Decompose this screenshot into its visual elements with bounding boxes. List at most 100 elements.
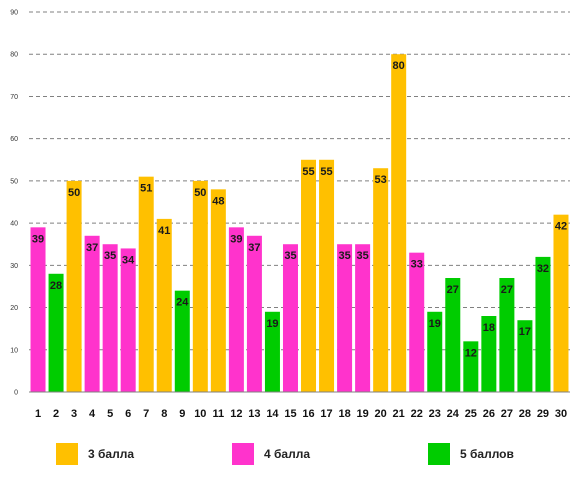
bar (210, 189, 226, 392)
data-label: 35 (356, 250, 368, 262)
x-tick-label: 13 (248, 408, 260, 420)
bars (30, 54, 569, 392)
bar (409, 252, 425, 392)
data-label: 55 (302, 166, 314, 178)
legend-swatch-5 (428, 443, 450, 465)
x-tick-label: 3 (71, 408, 77, 420)
data-label: 37 (248, 242, 260, 254)
bar (301, 159, 317, 392)
bar (427, 311, 443, 392)
data-label: 32 (537, 263, 549, 275)
x-tick-label: 9 (179, 408, 185, 420)
y-tick-label: 70 (10, 94, 18, 101)
y-tick-label: 40 (10, 221, 18, 228)
bar (264, 311, 280, 392)
x-tick-label: 25 (465, 408, 477, 420)
data-label: 35 (284, 250, 296, 262)
bar (192, 180, 208, 392)
bar (174, 290, 190, 392)
x-tick-label: 30 (555, 408, 567, 420)
data-label: 53 (375, 174, 387, 186)
legend-label-4: 4 балла (264, 447, 311, 461)
data-label: 80 (393, 60, 405, 72)
bar (535, 256, 551, 392)
x-tick-label: 22 (411, 408, 423, 420)
y-tick-label: 90 (10, 10, 18, 17)
x-tick-label: 21 (393, 408, 405, 420)
bar (228, 227, 244, 392)
x-tick-label: 12 (230, 408, 242, 420)
bar (66, 180, 82, 392)
x-tick-label: 2 (53, 408, 59, 420)
x-tick-label: 6 (125, 408, 131, 420)
data-label: 42 (555, 221, 567, 233)
bar (481, 316, 497, 392)
data-label: 39 (32, 233, 44, 245)
bar (30, 227, 46, 392)
x-axis-tick-labels: 1 2 3 4 5 6 7 8 9 10 11 12 13 14 15 16 17 18 19 20 21 22 23 24 2… (35, 408, 567, 420)
x-tick-label: 16 (302, 408, 314, 420)
data-label: 27 (501, 284, 513, 296)
x-tick-label: 1 (35, 408, 41, 420)
bar (48, 273, 64, 392)
data-label: 50 (194, 187, 206, 199)
data-label: 18 (483, 322, 495, 334)
bar (156, 218, 172, 392)
bar (120, 248, 136, 392)
data-label: 27 (447, 284, 459, 296)
data-label: 51 (140, 183, 152, 195)
data-label: 28 (50, 280, 62, 292)
bar (463, 341, 479, 392)
legend-item-5: 5 баллов (428, 442, 514, 466)
data-label: 19 (266, 318, 278, 330)
bar (102, 244, 118, 392)
bar (84, 235, 100, 392)
legend-label-3: 3 балла (88, 447, 135, 461)
x-tick-label: 5 (107, 408, 113, 420)
data-label: 34 (122, 254, 135, 266)
legend-swatch-3 (56, 443, 78, 465)
x-tick-label: 23 (429, 408, 441, 420)
x-tick-label: 19 (356, 408, 368, 420)
data-label: 19 (429, 318, 441, 330)
data-label: 37 (86, 242, 98, 254)
y-tick-label: 10 (10, 347, 18, 354)
y-tick-label: 50 (10, 178, 18, 185)
bar (391, 54, 407, 392)
x-tick-label: 26 (483, 408, 495, 420)
legend-item-4: 4 балла (232, 442, 310, 466)
bar (373, 168, 389, 392)
bar (319, 159, 335, 392)
bar (355, 244, 371, 392)
data-label: 33 (411, 259, 423, 271)
legend-label-5: 5 баллов (460, 447, 514, 461)
bar (445, 278, 461, 392)
y-tick-label: 20 (10, 305, 18, 312)
data-label: 35 (104, 250, 116, 262)
bar (337, 244, 353, 392)
data-label: 41 (158, 225, 170, 237)
bar (517, 320, 533, 392)
x-tick-label: 29 (537, 408, 549, 420)
bar (138, 176, 154, 392)
data-label: 35 (338, 250, 350, 262)
legend-swatch-4 (232, 443, 254, 465)
data-labels: 39 28 50 37 35 34 51 41 24 50 48 39 37 19 35 55 55 35 35 53… (32, 60, 567, 359)
legend-item-3: 3 балла (56, 442, 134, 466)
x-tick-label: 8 (161, 408, 167, 420)
y-tick-label: 80 (10, 52, 18, 59)
x-tick-label: 17 (320, 408, 332, 420)
y-axis-tick-labels: 0 10 20 30 40 50 60 70 80 90 (10, 10, 18, 397)
x-tick-label: 18 (338, 408, 350, 420)
x-tick-label: 14 (266, 408, 279, 420)
data-label: 24 (176, 297, 189, 309)
data-label: 50 (68, 187, 80, 199)
data-label: 55 (320, 166, 332, 178)
bar (499, 278, 515, 392)
data-label: 39 (230, 233, 242, 245)
x-tick-label: 10 (194, 408, 206, 420)
x-tick-label: 7 (143, 408, 149, 420)
x-tick-label: 28 (519, 408, 531, 420)
data-label: 17 (519, 326, 531, 338)
